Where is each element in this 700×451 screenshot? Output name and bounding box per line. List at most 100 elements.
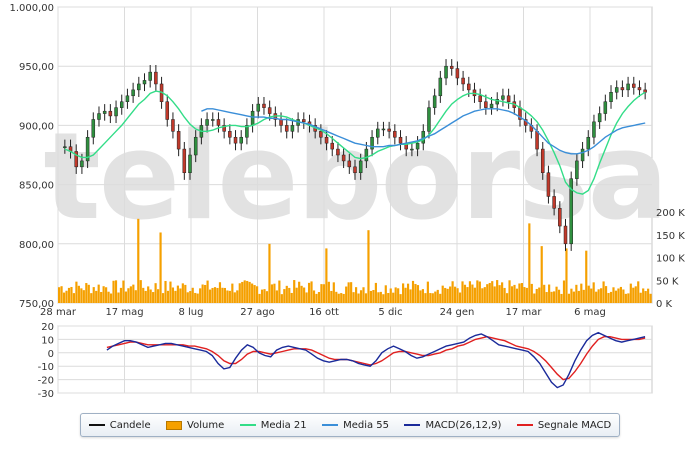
candle-body (506, 95, 511, 102)
volume-bar (515, 288, 519, 303)
candle-body (165, 101, 170, 120)
volume-bar (350, 282, 353, 303)
volume-bar (174, 290, 177, 303)
media-55-line (201, 108, 646, 155)
candle-body (569, 178, 573, 245)
x-tick-label: 6 mag (574, 307, 606, 318)
volume-bar (278, 280, 281, 303)
volume-bar (483, 287, 486, 303)
volume-bar (577, 290, 580, 303)
volume-bar (62, 292, 66, 303)
legend-item-media-21[interactable]: Media 21 (239, 420, 307, 431)
volume-bar (518, 283, 521, 303)
candle-body (393, 131, 397, 138)
volume-bar (298, 281, 301, 303)
volume-bar (315, 293, 318, 303)
volume-bar (424, 293, 427, 303)
candle-body (256, 103, 261, 112)
legend-swatch-volume (166, 420, 183, 430)
volume-bar (122, 280, 125, 303)
volume-bar (253, 285, 256, 303)
volume-bar (256, 286, 259, 303)
volume-tick-label: 200 K (656, 208, 685, 219)
volume-bar (87, 284, 90, 303)
volume-bar (330, 290, 333, 303)
candle-body (341, 154, 346, 162)
volume-bar (340, 293, 343, 303)
candle-body (632, 83, 636, 88)
volume-bar (132, 284, 135, 303)
candle-body (580, 148, 585, 162)
price-tick-label: 850,00 (19, 181, 54, 192)
volume-bar (572, 291, 575, 303)
candle-body (154, 71, 158, 85)
candle-body (575, 160, 579, 179)
volume-bar (77, 285, 80, 303)
volume-bar (231, 283, 234, 303)
volume-bar (560, 293, 563, 303)
volume-bar (585, 250, 588, 303)
volume-bar (208, 289, 212, 303)
candle-body (609, 91, 613, 102)
legend-item-candele[interactable]: Candele (88, 420, 151, 431)
volume-bar (295, 287, 298, 303)
candle-body (193, 136, 198, 156)
volume-bar (567, 293, 571, 303)
volume-bar (392, 292, 395, 303)
volume-bar (439, 293, 442, 303)
volume-bar (597, 289, 600, 303)
x-tick-label: 17 mag (105, 307, 143, 318)
volume-bar (312, 290, 316, 303)
volume-bar (157, 289, 160, 303)
volume-bar (565, 248, 568, 303)
legend-item-macd[interactable]: MACD(26,12,9) (404, 420, 501, 431)
legend-swatch-segnale-macd (516, 424, 533, 426)
legend-item-media-55[interactable]: Media 55 (322, 420, 389, 431)
volume-bar (525, 287, 528, 303)
candle-body (336, 148, 340, 156)
volume-bar (478, 281, 481, 303)
volume-bar (612, 287, 615, 303)
legend-item-segnale-macd[interactable]: Segnale MACD (516, 420, 611, 431)
volume-bar (501, 282, 504, 303)
volume-bar (260, 289, 264, 303)
segnale-macd-line (106, 335, 646, 381)
x-tick-label: 8 lug (178, 307, 203, 318)
candle-body (347, 160, 352, 168)
volume-bar (285, 285, 288, 303)
candle-body (182, 148, 187, 174)
volume-bar (374, 282, 377, 303)
legend-label-media-55: Media 55 (343, 419, 389, 431)
volume-bar (488, 282, 491, 303)
x-tick-label: 5 dic (378, 307, 402, 318)
candle-body (461, 77, 465, 85)
volume-bar (382, 294, 385, 303)
candle-body (171, 119, 175, 132)
volume-bar (587, 285, 590, 303)
legend-swatch-media-21 (239, 424, 256, 426)
legend-label-macd: MACD(26,12,9) (425, 419, 502, 431)
candle-body (626, 83, 630, 91)
volume-bar (647, 288, 650, 303)
volume-bar (557, 289, 561, 303)
volume-bar (337, 293, 340, 303)
volume-bar (199, 288, 202, 303)
macd-plot-area (57, 325, 653, 394)
candle-body (85, 136, 90, 162)
legend-item-volume[interactable]: Volume (166, 420, 224, 431)
volume-bar (355, 287, 358, 303)
volume-bar (246, 280, 249, 303)
volume-bar (70, 286, 73, 303)
volume-bar (335, 291, 338, 303)
volume-bar (102, 286, 105, 303)
volume-bar (320, 284, 323, 303)
candle-body (324, 136, 329, 144)
volume-bar (444, 287, 447, 303)
volume-bar (414, 283, 417, 303)
volume-bar (617, 288, 620, 303)
candle-body (148, 71, 152, 81)
candle-body (535, 131, 539, 150)
candle-body (284, 125, 289, 132)
volume-bar (634, 286, 637, 303)
